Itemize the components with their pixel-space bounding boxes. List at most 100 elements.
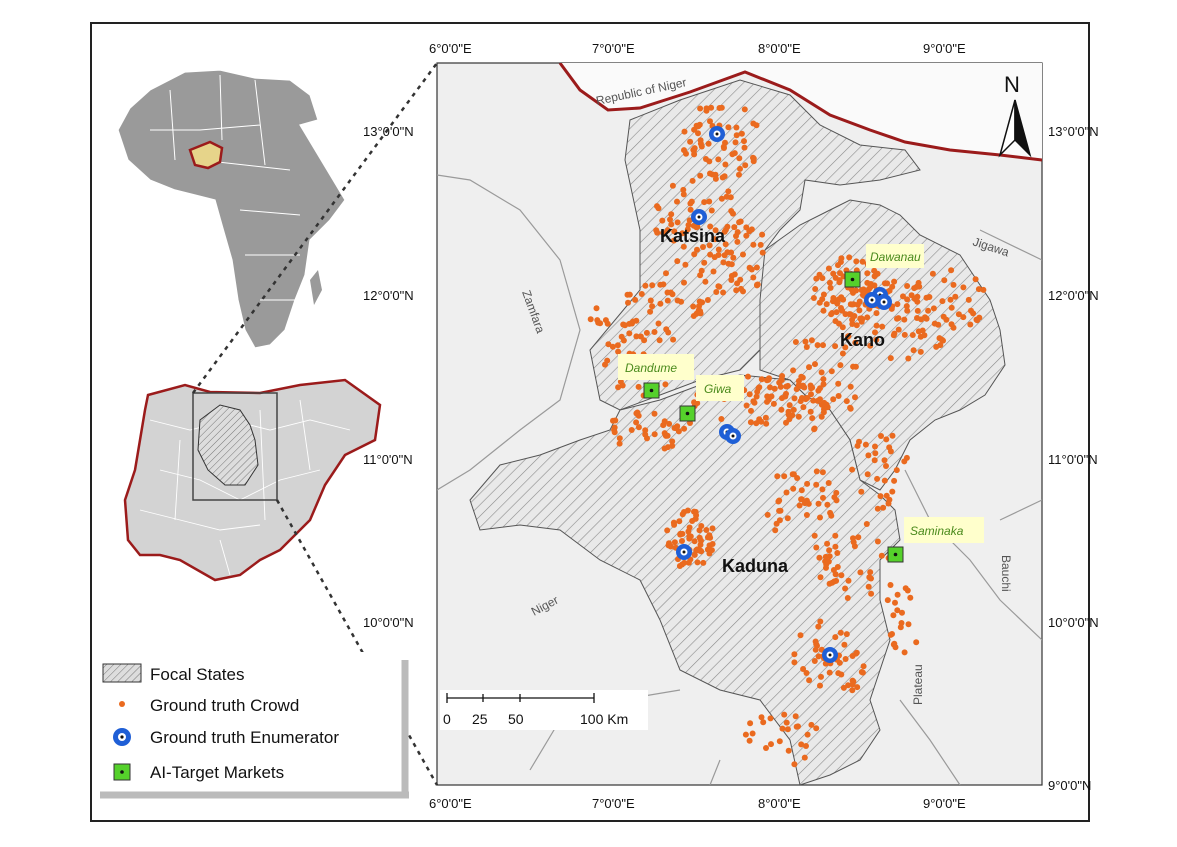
crowd-point [722, 139, 728, 146]
crowd-point [923, 315, 930, 322]
crowd-point [746, 391, 753, 398]
lat-label-right-12n: 12°0'0"N [1048, 288, 1099, 303]
crowd-point [825, 480, 832, 486]
crowd-point [669, 291, 676, 298]
crowd-point [974, 317, 981, 324]
crowd-point [668, 221, 675, 228]
crowd-point [842, 311, 849, 318]
crowd-point [805, 500, 812, 507]
crowd-point [682, 261, 689, 268]
crowd-point [737, 165, 743, 172]
crowd-point [633, 410, 640, 417]
crowd-point [605, 341, 612, 348]
crowd-point [889, 488, 896, 495]
crowd-point [803, 670, 810, 676]
crowd-point [651, 410, 658, 417]
crowd-point [894, 315, 900, 322]
crowd-point [656, 337, 663, 344]
crowd-point [894, 607, 901, 614]
crowd-point [832, 571, 839, 578]
crowd-point [708, 547, 715, 554]
crowd-point [764, 393, 771, 400]
crowd-point [669, 182, 676, 189]
crowd-point [871, 457, 878, 464]
crowd-point [813, 725, 820, 732]
enumerator-point [709, 126, 725, 142]
crowd-point [707, 118, 713, 125]
crowd-point [840, 684, 847, 691]
crowd-point [887, 448, 894, 455]
state-label-kano: Kano [840, 330, 885, 350]
crowd-point [867, 569, 874, 576]
crowd-point [890, 332, 897, 339]
lon-label-bottom-8e: 8°0'0"E [758, 796, 801, 811]
crowd-point [813, 275, 820, 282]
crowd-point [866, 574, 873, 581]
crowd-point [812, 286, 819, 292]
crowd-point [625, 299, 631, 306]
enumerator-point [676, 544, 692, 560]
crowd-point [836, 277, 843, 284]
crowd-point [671, 539, 678, 546]
crowd-point [874, 475, 881, 482]
inset-connector-bottom [275, 499, 439, 786]
crowd-point [891, 477, 898, 484]
market-label-giwa: Giwa [704, 382, 732, 396]
crowd-point [834, 300, 841, 307]
crowd-point [783, 719, 790, 726]
crowd-point [663, 326, 670, 333]
market-giwa [679, 405, 696, 422]
market-label-dawanau: Dawanau [870, 250, 921, 264]
crowd-point [838, 255, 845, 262]
crowd-point [740, 251, 746, 258]
crowd-point [887, 355, 894, 362]
crowd-point [698, 267, 705, 274]
market-dawanau [844, 271, 861, 288]
crowd-point [842, 585, 849, 592]
crowd-point [817, 385, 823, 392]
crowd-point [960, 314, 967, 321]
crowd-point [975, 286, 982, 293]
crowd-point [712, 227, 719, 234]
crowd-point [696, 303, 702, 310]
crowd-point [795, 413, 802, 420]
crowd-point [832, 634, 839, 641]
crowd-point [814, 342, 821, 349]
crowd-point [778, 406, 785, 413]
nigeria-highlight [188, 140, 224, 170]
crowd-point [609, 343, 616, 350]
crowd-point [785, 747, 792, 754]
crowd-point [732, 139, 739, 146]
crowd-point [889, 283, 896, 290]
market-saminaka [887, 546, 904, 563]
crowd-point [825, 558, 832, 565]
crowd-point [663, 270, 669, 277]
crowd-point [730, 254, 737, 261]
crowd-point [690, 303, 697, 310]
crowd-point [818, 673, 824, 680]
crowd-point [783, 390, 789, 397]
crowd-point [904, 283, 911, 289]
crowd-point [712, 175, 719, 182]
crowd-point [907, 594, 914, 601]
crowd-point [674, 258, 681, 265]
crowd-point [642, 427, 649, 434]
crowd-point [793, 723, 800, 730]
crowd-point [624, 291, 631, 298]
crowd-point [935, 321, 942, 328]
crowd-point [850, 535, 856, 542]
crowd-point [753, 264, 760, 271]
crowd-point [821, 399, 828, 406]
crowd-point [912, 296, 919, 302]
crowd-point [685, 222, 692, 228]
crowd-point [848, 286, 855, 293]
crowd-point [745, 373, 751, 380]
crowd-point [691, 551, 698, 558]
crowd-point [836, 659, 843, 666]
crowd-point [915, 279, 922, 286]
crowd-point [701, 199, 708, 206]
lon-label-top-8e: 8°0'0"E [758, 41, 801, 56]
crowd-point [709, 525, 716, 532]
crowd-point [909, 332, 916, 338]
crowd-point [901, 458, 908, 465]
